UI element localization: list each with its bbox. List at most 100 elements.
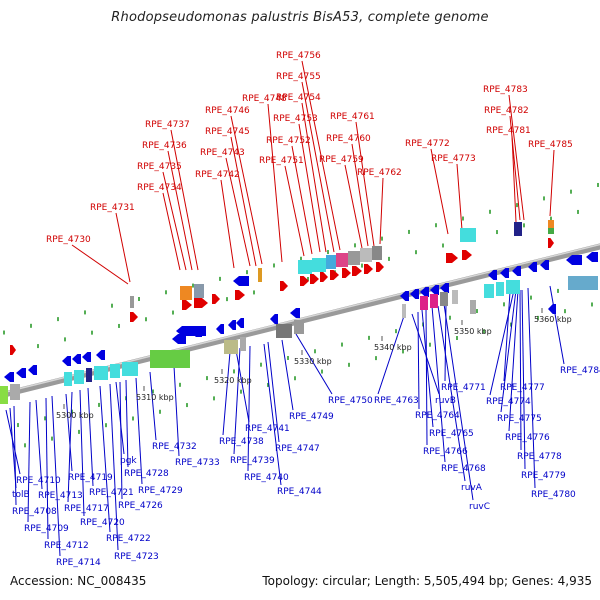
- reverse-gene: [96, 350, 105, 360]
- label-connector: [115, 381, 125, 455]
- label-connector: [99, 385, 111, 533]
- feature-block: [514, 222, 522, 236]
- gene-label-top: RPE_4785: [528, 140, 573, 150]
- label-connector: [295, 333, 333, 395]
- gene-label-bottom: RPE_4780: [531, 490, 576, 500]
- gene-label-top: RPE_4734: [137, 183, 182, 193]
- gene-label-top: RPE_4743: [200, 148, 245, 158]
- gene-label-bottom: RPE_4779: [521, 471, 566, 481]
- label-connector: [71, 244, 129, 285]
- label-connector: [549, 285, 565, 365]
- label-connector: [519, 289, 522, 451]
- forward-gene: [310, 274, 319, 284]
- tick-marks: [3, 182, 599, 448]
- reverse-gene: [28, 365, 37, 375]
- scale-labels: 5300 kbp 5310 kbp 5320 kbp 5330 kbp 5340 kbp…: [56, 308, 572, 420]
- label-connector: [301, 102, 327, 253]
- forward-gene: [194, 298, 208, 308]
- forward-gene: [320, 272, 328, 282]
- gene-label-top: RPE_4756: [276, 51, 321, 61]
- label-connector: [125, 379, 129, 468]
- label-connector: [489, 289, 515, 396]
- feature-block: [348, 251, 360, 265]
- reverse-gene: [586, 252, 598, 262]
- gene-label-bottom: RPE_4719: [68, 473, 113, 483]
- label-connector: [521, 289, 526, 470]
- label-connector: [421, 309, 434, 428]
- label-connector: [220, 179, 235, 269]
- feature-block: [430, 294, 438, 308]
- reverse-gene: [430, 285, 439, 295]
- label-connector: [549, 149, 555, 217]
- gene-label-bottom: RPE_4713: [38, 491, 83, 501]
- reverse-gene: [400, 291, 409, 301]
- gene-label-bottom: RPE_4775: [497, 414, 542, 424]
- label-connector: [355, 121, 375, 247]
- label-connector: [79, 389, 85, 517]
- label-connectors: [5, 60, 565, 557]
- gene-label-top: RPE_4731: [90, 203, 135, 213]
- feature-block: [276, 324, 292, 338]
- gene-label-bottom: RPE_4729: [138, 486, 183, 496]
- label-connector: [267, 103, 283, 263]
- gene-label-bottom: RPE_4723: [114, 552, 159, 562]
- scale-label: 5340 kbp: [374, 343, 412, 352]
- gene-label-top: RPE_4754: [276, 93, 321, 103]
- gene-label-bottom: RPE_4714: [56, 558, 101, 568]
- feature-block: [506, 280, 520, 294]
- gene-label-bottom: RPE_4765: [429, 429, 474, 439]
- gene-label-bottom: RPE_4717: [64, 504, 109, 514]
- forward-gene: [212, 294, 220, 304]
- scale-label: 5310 kbp: [136, 393, 174, 402]
- label-connector: [344, 164, 363, 249]
- gene-label-bottom: RPE_4738: [219, 437, 264, 447]
- gene-label-bottom: RPE_4768: [441, 464, 486, 474]
- feature-block: [568, 276, 598, 290]
- gene-label-bottom: RPE_4747: [275, 444, 320, 454]
- label-connector: [456, 163, 463, 231]
- feature-block: [194, 284, 204, 298]
- gene-label-bottom: RPE_4728: [124, 469, 169, 479]
- label-connector: [301, 60, 341, 251]
- forward-gene: [235, 290, 245, 300]
- feature-block: [180, 286, 192, 300]
- feature-block: [470, 300, 476, 314]
- label-connector: [225, 157, 251, 267]
- reverse-gene: [566, 255, 582, 265]
- label-connector: [508, 289, 519, 432]
- label-connector: [511, 135, 517, 223]
- reverse-gene: [512, 266, 521, 276]
- gene-label-top: RPE_4745: [205, 127, 250, 137]
- gene-label-bottom: ruvC: [469, 502, 490, 512]
- label-connector: [233, 347, 241, 455]
- gene-label-bottom: RPE_4776: [505, 433, 550, 443]
- gene-label-bottom: RPE_4741: [245, 424, 290, 434]
- gene-label-top: RPE_4730: [46, 235, 91, 245]
- gene-label-bottom: RPE_4721: [89, 488, 134, 498]
- label-connector: [51, 395, 61, 557]
- gene-label-bottom: RPE_4739: [230, 456, 275, 466]
- label-connector: [417, 311, 420, 410]
- reverse-gene: [216, 324, 224, 334]
- forward-gene: [342, 268, 351, 278]
- gene-label-top: RPE_4783: [483, 85, 528, 95]
- label-connector: [284, 165, 305, 257]
- reverse-gene: [4, 372, 14, 382]
- gene-label-top: RPE_4781: [486, 126, 531, 136]
- feature-block: [64, 372, 72, 386]
- gene-label-bottom: RPE_4708: [12, 507, 57, 517]
- forward-gene: [462, 250, 472, 260]
- gene-label-bottom: RPE_4712: [44, 541, 89, 551]
- gene-label-top: RPE_4760: [326, 134, 371, 144]
- feature-block: [130, 296, 134, 308]
- gene-features: [0, 220, 598, 404]
- reverse-gene: [72, 354, 81, 364]
- reverse-gene: [540, 260, 549, 270]
- forward-gene: [446, 253, 458, 263]
- label-connector: [437, 305, 466, 482]
- label-connector: [115, 212, 131, 283]
- feature-block: [336, 253, 348, 267]
- label-connector: [67, 391, 73, 503]
- reverse-gene: [176, 326, 206, 336]
